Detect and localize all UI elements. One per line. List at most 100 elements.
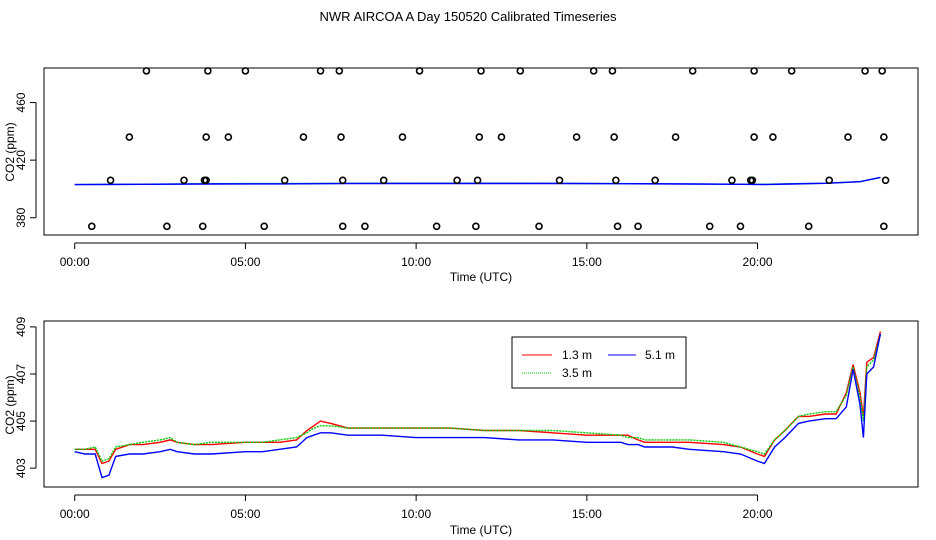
legend-box	[511, 336, 687, 389]
y-tick-label: 420	[14, 150, 28, 170]
scatter-point	[651, 176, 659, 185]
series-line-5-1-m	[74, 333, 882, 479]
scatter-point	[555, 176, 564, 185]
scatter-point	[497, 133, 506, 141]
x-tick-label: 15:00	[572, 255, 602, 269]
panel-2-line: 00:00 05:00 10:00 15:00 20:00 403 405 407 409 T…	[3, 317, 919, 537]
scatter-point	[705, 222, 714, 231]
scatter-point	[535, 222, 543, 231]
scatter-point	[280, 176, 289, 185]
scatter-point	[634, 222, 642, 231]
x-tick-label: 05:00	[230, 255, 260, 269]
panel-2-y-label: CO2 (ppm)	[3, 375, 17, 434]
scatter-point	[750, 133, 758, 141]
x-tick-label: 20:00	[743, 255, 773, 269]
x-tick-label: 00:00	[60, 507, 90, 521]
series-line-1-3-m	[74, 331, 882, 465]
legend-label-5-1m: 5.1 m	[645, 348, 675, 362]
y-tick-label: 403	[14, 458, 28, 478]
scatter-point	[825, 176, 834, 185]
scatter-point	[589, 67, 598, 75]
scatter-point	[477, 67, 485, 75]
scatter-point	[415, 67, 424, 75]
panel-2-x-axis: 00:00 05:00 10:00 15:00 20:00	[60, 494, 773, 521]
scatter-point	[142, 67, 151, 75]
scatter-point	[475, 133, 484, 141]
y-tick-label: 380	[14, 207, 28, 227]
panel-1-y-axis: 380 420 460	[14, 92, 37, 228]
scatter-point	[316, 67, 325, 75]
scatter-point	[769, 133, 777, 141]
panel-1-x-axis: 00:00 05:00 10:00 15:00 20:00	[60, 242, 773, 269]
x-tick-label: 10:00	[401, 255, 431, 269]
panel-2-frame	[43, 320, 919, 488]
scatter-point	[241, 67, 250, 75]
x-tick-label: 20:00	[743, 507, 773, 521]
scatter-point	[163, 222, 171, 231]
x-tick-label: 15:00	[572, 507, 602, 521]
panel-1-y-label: CO2 (ppm)	[3, 122, 17, 181]
scatter-point	[608, 67, 617, 75]
legend-label-3-5m: 3.5 m	[562, 366, 592, 380]
y-tick-label: 460	[14, 92, 28, 112]
series-line-3-5-m	[74, 333, 882, 462]
scatter-point	[472, 222, 480, 231]
legend-label-1-3m: 1.3 m	[562, 348, 592, 362]
panel-2-y-axis: 403 405 407 409	[14, 317, 37, 478]
scatter-point	[180, 176, 188, 185]
scatter-point	[198, 222, 207, 231]
scatter-point	[202, 176, 210, 185]
scatter-point	[202, 133, 210, 141]
panel-1-scatter: 00:00 05:00 10:00 15:00 20:00 380 420 460 Time…	[3, 67, 919, 284]
panel-1-points	[87, 67, 890, 231]
scatter-point	[516, 67, 525, 75]
scatter-point	[750, 67, 758, 75]
scatter-point	[260, 222, 269, 231]
panel-2-series	[74, 331, 882, 479]
scatter-point	[748, 176, 757, 185]
page-title: NWR AIRCOA A Day 150520 Calibrated Times…	[319, 9, 617, 24]
scatter-point	[613, 222, 622, 231]
series-line-blue	[74, 176, 881, 186]
scatter-point	[338, 176, 347, 185]
panel-1-frame	[43, 67, 919, 236]
scatter-point	[612, 176, 620, 185]
scatter-point	[361, 222, 369, 231]
scatter-point	[299, 133, 308, 141]
scatter-point	[804, 222, 813, 231]
scatter-point	[736, 222, 745, 231]
scatter-point	[787, 67, 796, 75]
scatter-point	[106, 176, 115, 185]
y-tick-label: 407	[14, 364, 28, 384]
scatter-point	[204, 67, 212, 75]
scatter-point	[881, 176, 890, 185]
scatter-point	[844, 133, 852, 141]
y-tick-label: 409	[14, 317, 28, 337]
legend: 1.3 m 3.5 m 5.1 m	[511, 336, 687, 389]
scatter-point	[338, 222, 347, 231]
scatter-point	[880, 222, 888, 231]
scatter-point	[861, 67, 869, 75]
scatter-point	[125, 133, 134, 141]
scatter-point	[728, 176, 736, 185]
panel-1-series	[74, 176, 881, 186]
scatter-point	[224, 133, 233, 141]
scatter-point	[432, 222, 441, 231]
panel-1-x-label: Time (UTC)	[450, 270, 512, 284]
scatter-point	[335, 67, 344, 75]
x-tick-label: 00:00	[60, 255, 90, 269]
y-tick-label: 405	[14, 411, 28, 431]
scatter-point	[398, 133, 407, 141]
scatter-point	[337, 133, 345, 141]
x-tick-label: 05:00	[230, 507, 260, 521]
scatter-point	[379, 176, 388, 185]
scatter-point	[688, 67, 697, 75]
scatter-point	[87, 222, 96, 231]
panel-2-x-label: Time (UTC)	[450, 523, 512, 537]
scatter-point	[671, 133, 680, 141]
scatter-point	[610, 133, 618, 141]
scatter-point	[880, 133, 888, 141]
scatter-point	[473, 176, 482, 185]
scatter-point	[878, 67, 886, 75]
